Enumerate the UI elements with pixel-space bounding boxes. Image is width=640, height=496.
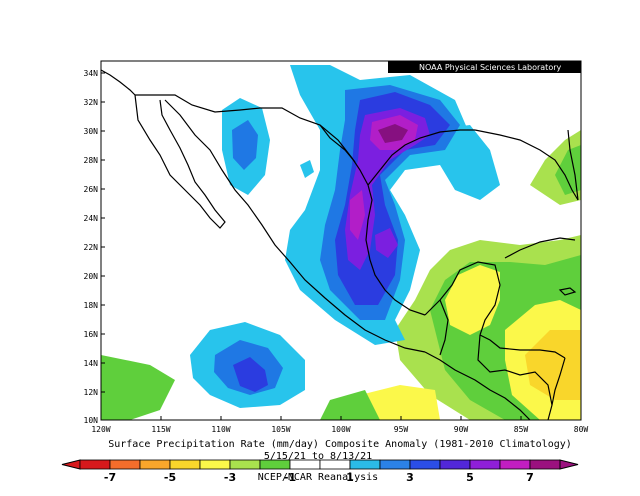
colorbar-segment (409, 459, 441, 470)
lon-tick-label: 115W (151, 425, 170, 434)
lat-tick-label: 14N (84, 359, 99, 368)
lat-tick-label: 18N (84, 301, 99, 310)
lat-tick-label: 20N (84, 272, 99, 281)
contour-dark-blue-pacific (233, 357, 268, 392)
colorbar-segment (349, 459, 381, 470)
colorbar-segment (499, 459, 531, 470)
contour-purple-mexico (345, 108, 430, 270)
contour-light-blue-small (300, 160, 314, 178)
us-gulf-coast (474, 129, 579, 201)
contour-violet-mexico-east (350, 190, 365, 240)
contour-yellow-pacific-coast (360, 385, 440, 420)
lat-tick-label: 32N (84, 98, 99, 107)
lat-tick-label: 28N (84, 156, 99, 165)
colorbar-label: 3 (406, 471, 414, 484)
colorbar-segment (109, 459, 141, 470)
colorbar-label: -3 (224, 471, 236, 484)
caption-title: Surface Precipitation Rate (mm/day) Comp… (108, 439, 572, 450)
contour-gold-caribbean (525, 330, 581, 400)
credit-box (388, 61, 581, 73)
colorbar-segment (289, 459, 321, 470)
anomaly-contours (101, 65, 581, 420)
texas-coast (367, 129, 475, 186)
colorbar-segment (319, 459, 351, 470)
lat-tick-label: 30N (84, 127, 99, 136)
contour-green-florida-inner (555, 145, 581, 195)
gulf-west-coast (365, 184, 426, 316)
colorbar: -7 -5 -3 -1 1 3 5 7 (61, 459, 579, 484)
colorbar-label: -1 (284, 471, 296, 484)
guatemala-mexico-border (439, 299, 449, 356)
colorbar-label: -7 (104, 471, 116, 484)
caption-source: NCEP/NCAR Reanalysis (258, 472, 378, 483)
lat-tick-label: 24N (84, 214, 99, 223)
caption: Surface Precipitation Rate (mm/day) Comp… (108, 439, 572, 462)
us-west-coast (101, 69, 136, 96)
colorbar-right-arrow (559, 459, 579, 470)
colorbar-segment (199, 459, 231, 470)
yucatan-coast (424, 261, 501, 336)
contour-green-sw-pacific (101, 355, 175, 420)
jamaica (558, 287, 577, 296)
rio-grande (319, 124, 356, 163)
contour-magenta-texas (378, 124, 408, 143)
colorbar-segment (229, 459, 261, 470)
colorbar-segment (469, 459, 501, 470)
colorbar-label: 7 (526, 471, 534, 484)
colorbar-segment (529, 459, 561, 470)
lat-tick-label: 22N (84, 243, 99, 252)
florida-east-coast (567, 129, 579, 201)
colorbar-label: 1 (346, 471, 354, 484)
colorbar-segment (259, 459, 291, 470)
lon-tick-label: 80W (574, 425, 589, 434)
coastlines (101, 69, 579, 420)
longitude-axis: 120W 115W 110W 105W 100W 95W 90W 85W 80W (91, 416, 588, 434)
contour-blue-baja (232, 120, 258, 170)
lon-tick-label: 85W (514, 425, 529, 434)
mexico-west-coast (164, 99, 426, 353)
lat-tick-label: 10N (84, 416, 99, 425)
lat-tick-label: 12N (84, 388, 99, 397)
colorbar-segment (79, 459, 111, 470)
lat-tick-label: 34N (84, 69, 99, 78)
colorbar-label: 5 (466, 471, 474, 484)
central-america-caribbean (547, 357, 566, 420)
credit-text: NOAA Physical Sciences Laboratory (419, 63, 562, 72)
latitude-axis: 34N 32N 30N 28N 26N 24N 22N 20N 18N 16N 14N 12N 10N (84, 69, 105, 425)
lon-tick-label: 120W (91, 425, 110, 434)
central-america-borders (477, 334, 553, 406)
colorbar-segment (169, 459, 201, 470)
central-america-pacific (424, 351, 531, 420)
colorbar-segment (439, 459, 471, 470)
contour-purple-coast-spot (375, 228, 398, 258)
cuba-coast (504, 237, 576, 259)
central-america-north (479, 334, 566, 359)
baja-coast (134, 94, 226, 229)
lon-tick-label: 110W (211, 425, 230, 434)
lon-tick-label: 105W (271, 425, 290, 434)
lon-tick-label: 90W (454, 425, 469, 434)
contour-green-pacific-coast (320, 390, 380, 420)
colorbar-left-arrow (61, 459, 81, 470)
colorbar-segment (139, 459, 171, 470)
colorbar-segment (379, 459, 411, 470)
map-panel: NOAA Physical Sciences Laboratory (100, 60, 582, 421)
lon-tick-label: 95W (394, 425, 409, 434)
caption-dates: 5/15/21 to 8/13/21 (264, 451, 372, 462)
lon-tick-label: 100W (331, 425, 350, 434)
lat-tick-label: 16N (84, 330, 99, 339)
lat-tick-label: 26N (84, 185, 99, 194)
colorbar-label: -5 (164, 471, 176, 484)
